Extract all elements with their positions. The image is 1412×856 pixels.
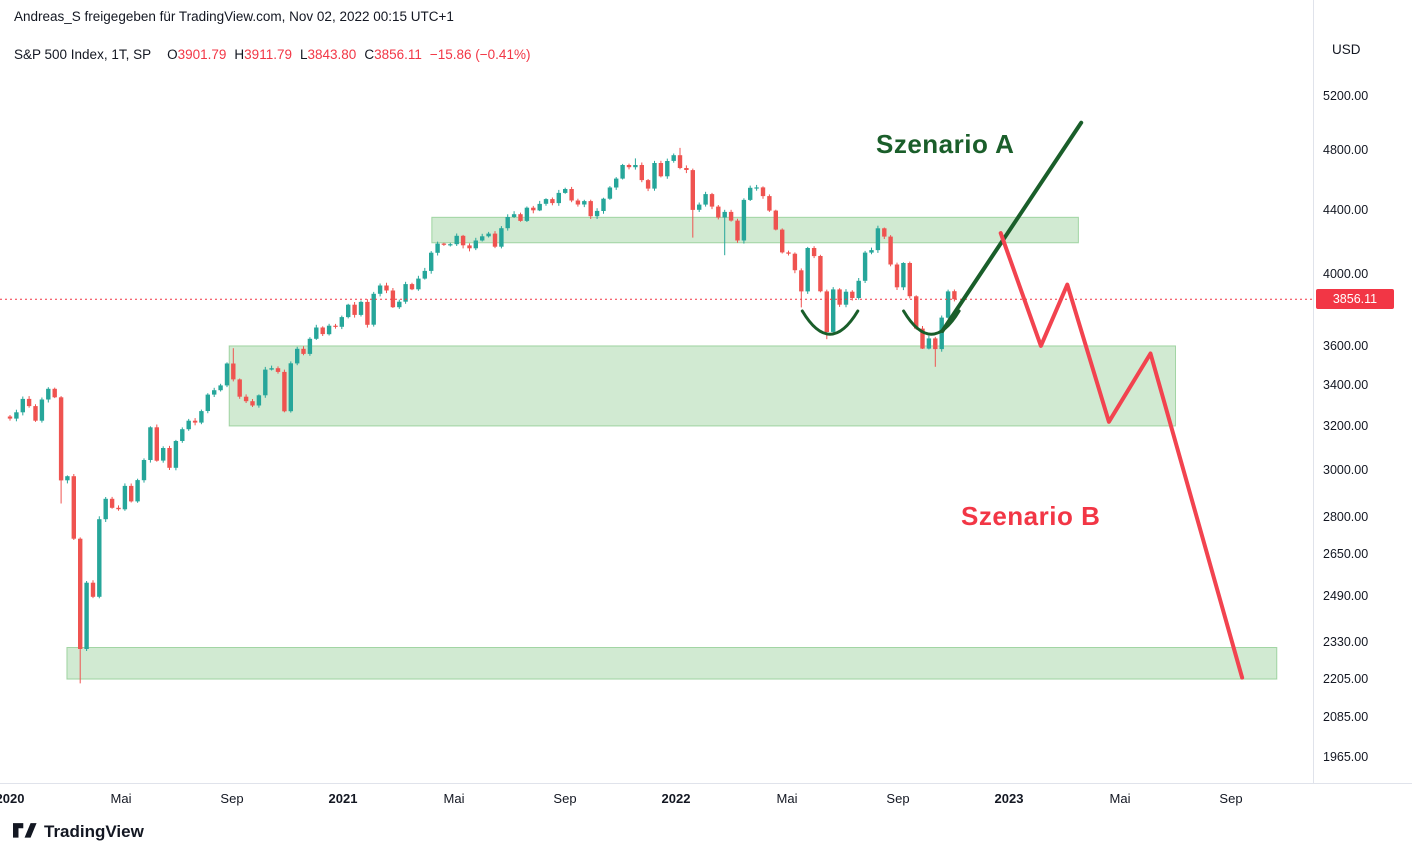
tradingview-logo-text: TradingView (44, 822, 144, 841)
price-tick-label: 4000.00 (1323, 267, 1369, 282)
smile-arc-annotation[interactable] (800, 309, 860, 336)
symbol-legend[interactable]: S&P 500 Index, 1T, SP O3901.79 H3911.79 L38… (14, 47, 530, 62)
time-axis-label: 2020 (0, 791, 25, 806)
time-axis-label: 2022 (661, 791, 691, 806)
price-tick-label: 2330.00 (1323, 634, 1369, 649)
ohlc-open-label: O (167, 47, 178, 62)
change-value: −15.86 (−0.41%) (429, 47, 531, 62)
time-axis-label: Mai (776, 791, 798, 806)
symbol-title[interactable]: S&P 500 Index, 1T, SP (14, 47, 152, 62)
ohlc-close-label: C (364, 47, 375, 62)
price-tick-label: 2085.00 (1323, 710, 1369, 725)
support-resistance-zone[interactable] (66, 647, 1278, 680)
time-axis-label: Sep (220, 791, 244, 806)
scenario-b-label[interactable]: Szenario B (961, 501, 1101, 531)
last-price-badge: 3856.11 (1316, 289, 1394, 310)
price-tick-label: 3000.00 (1323, 462, 1369, 477)
price-tick-label: 3600.00 (1323, 338, 1369, 353)
ohlc-high-label: H (234, 47, 245, 62)
price-tick-label: 4400.00 (1323, 202, 1369, 217)
zones-layer (66, 216, 1278, 680)
ohlc-close-value: 3856.11 (374, 47, 422, 62)
support-resistance-zone[interactable] (228, 345, 1176, 427)
price-tick-label: 2650.00 (1323, 547, 1369, 562)
price-tick-label: 2205.00 (1323, 672, 1369, 687)
time-axis-label: Sep (553, 791, 577, 806)
tradingview-logo[interactable]: TradingView (13, 822, 144, 842)
share-attribution: Andreas_S freigegeben für TradingView.co… (14, 9, 454, 24)
smile-arc-annotation[interactable] (902, 309, 961, 336)
scenario-a-label[interactable]: Szenario A (876, 129, 1015, 159)
support-resistance-zone[interactable] (431, 216, 1079, 244)
ohlc-low-value: 3843.80 (307, 47, 357, 62)
price-tick-label: 2800.00 (1323, 509, 1369, 524)
price-axis[interactable]: USD 3856.11 5200.00 4800.00 4400.00 4000.00… (1313, 0, 1412, 783)
time-axis-label: Mai (443, 791, 465, 806)
time-axis-label: 2021 (328, 791, 358, 806)
scenario-b-line[interactable] (998, 231, 1245, 680)
ohlc-low-label: L (299, 47, 308, 62)
time-axis-label: Sep (886, 791, 910, 806)
price-tick-label: 5200.00 (1323, 89, 1369, 103)
price-tick-label: 4800.00 (1323, 143, 1369, 158)
currency-label: USD (1332, 42, 1361, 57)
price-tick-label: 2490.00 (1323, 589, 1369, 604)
tradingview-logo-icon (13, 822, 37, 838)
time-axis-label: Mai (1109, 791, 1131, 806)
candlestick-series (7, 147, 957, 684)
price-tick-label: 3200.00 (1323, 418, 1369, 433)
scenario-a-line[interactable] (940, 120, 1084, 333)
price-tick-label: 1965.00 (1323, 750, 1369, 765)
time-axis-label: Sep (1219, 791, 1243, 806)
chart-canvas[interactable] (0, 0, 1313, 783)
ohlc-high-value: 3911.79 (244, 47, 292, 62)
ohlc-open-value: 3901.79 (177, 47, 227, 62)
time-axis-label: Mai (110, 791, 132, 806)
time-axis[interactable]: 2020 Mai Sep 2021 Mai Sep 2022 Mai Sep 2023 Mai Sep (0, 783, 1412, 818)
time-axis-label: 2023 (994, 791, 1024, 806)
price-tick-label: 3400.00 (1323, 377, 1369, 392)
